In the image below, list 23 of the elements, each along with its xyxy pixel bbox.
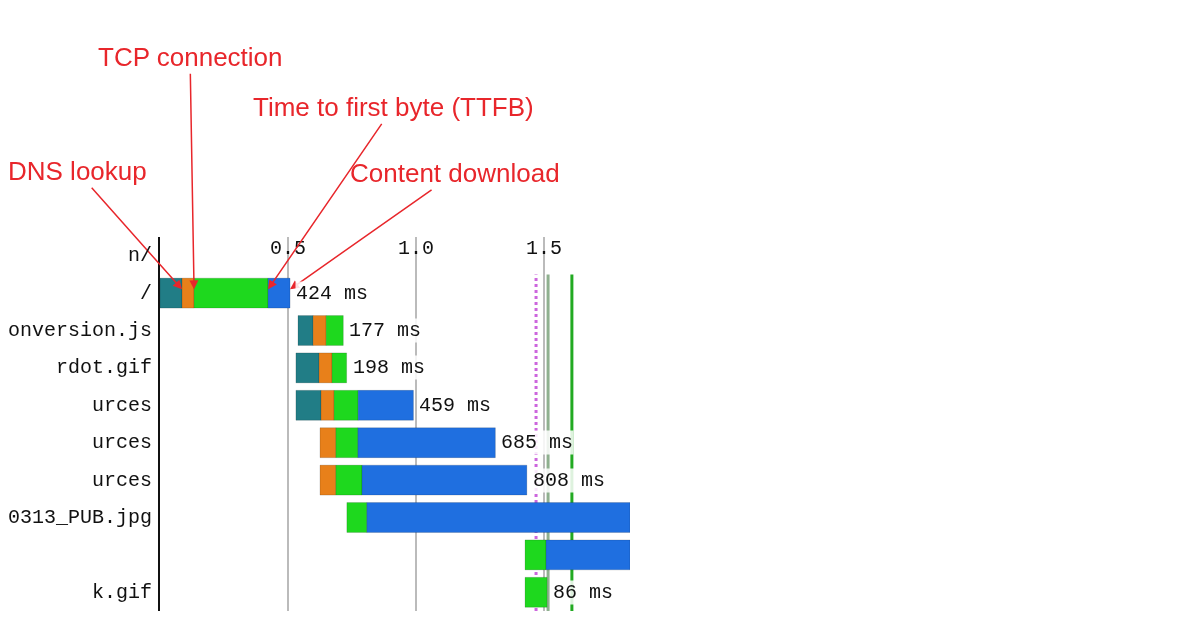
annotation: Content download <box>350 158 560 188</box>
y-tick-label: rdot.gif <box>56 356 153 379</box>
annotation: DNS lookup <box>8 156 147 186</box>
y-tick-label: onversion.js <box>8 319 153 342</box>
y-tick-label: urces <box>92 469 153 492</box>
x-tick-label: 1.5 <box>525 237 562 260</box>
annotation: 459 ms <box>419 394 492 417</box>
annotation: 808 ms <box>533 469 606 492</box>
annotation: 86 ms <box>553 581 614 604</box>
y-tick-label: 0313_PUB.jpg <box>8 506 153 529</box>
y-tick-label: urces <box>92 431 153 454</box>
y-tick-label: k.gif <box>92 581 153 604</box>
annotation: 685 ms <box>501 431 574 454</box>
annotation: 177 ms <box>349 319 422 342</box>
y-tick-label: n/ <box>128 244 153 267</box>
bar <box>524 577 548 608</box>
annotation: 424 ms <box>296 282 369 305</box>
x-tick-label: 1.0 <box>397 237 434 260</box>
y-tick-label: urces <box>92 394 153 417</box>
annotation: 198 ms <box>353 356 426 379</box>
y-tick-label: / <box>140 282 153 305</box>
annotation: Time to first byte (TTFB) <box>253 92 534 122</box>
annotation: TCP connection <box>98 42 283 72</box>
